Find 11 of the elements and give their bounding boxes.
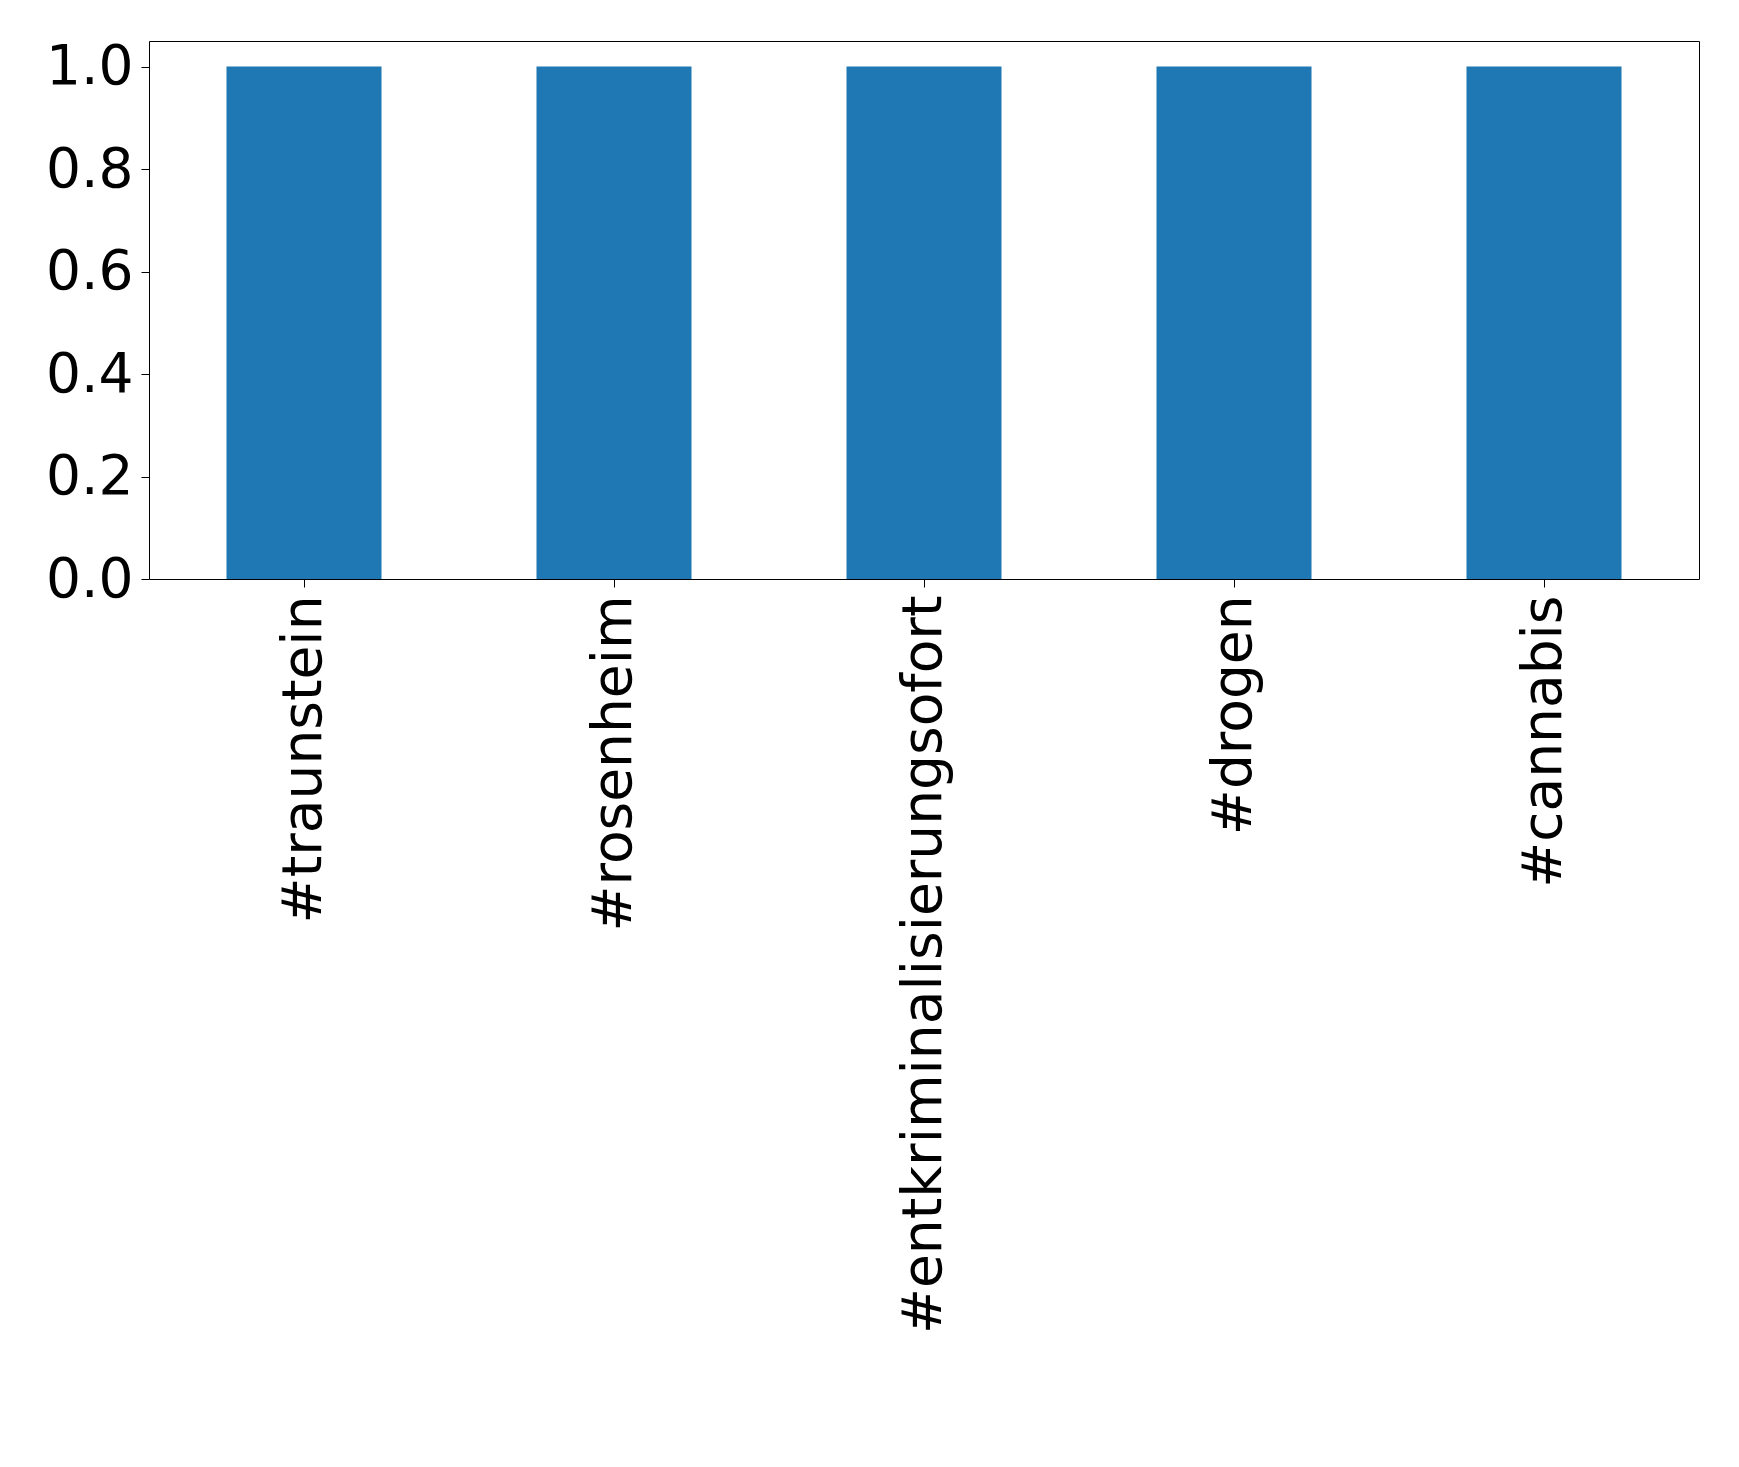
y-tick-label: 1.0 <box>46 33 134 98</box>
y-tick-label: 0.2 <box>46 443 134 508</box>
x-tick-label: #rosenheim <box>580 595 644 932</box>
x-tick-label: #drogen <box>1200 595 1264 836</box>
y-tick-label: 0.6 <box>46 238 134 303</box>
x-tick-label: #traunstein <box>270 595 334 924</box>
x-tick-label: #entkriminalisierungsofort <box>890 595 954 1335</box>
y-tick-label: 0.4 <box>46 340 134 405</box>
y-tick-label: 0.8 <box>46 135 134 200</box>
y-tick-label: 0.0 <box>46 545 134 610</box>
x-tick-label: #cannabis <box>1510 595 1574 888</box>
